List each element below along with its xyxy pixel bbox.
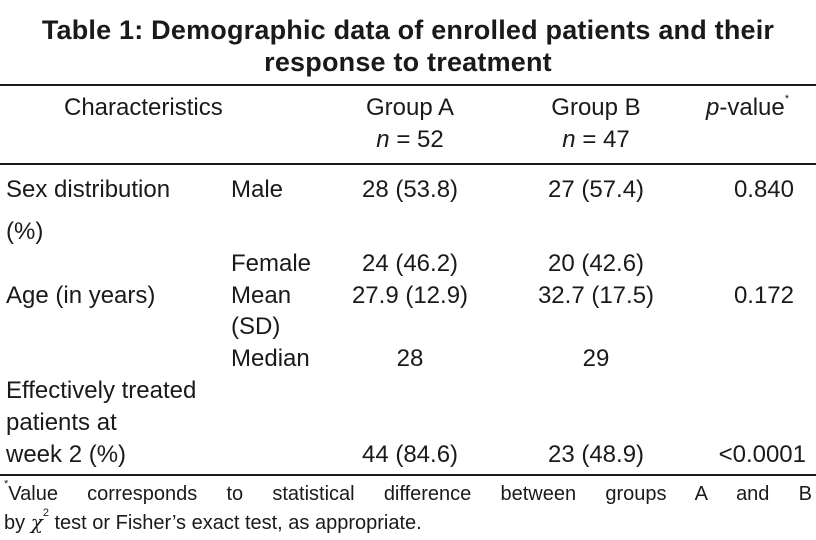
cell-effective-group-a: 44 (84.6) [361,441,459,468]
sub-label-mean-1: Mean [231,282,292,309]
n-symbol: n [562,126,576,153]
header-group-b-label: Group B [551,94,641,121]
table-title-line-1: Table 1: Demographic data of enrolled pa… [41,15,775,45]
sub-label-female: Female [231,250,312,277]
chi-symbol: χ [30,510,43,534]
cell-median-group-a: 28 [396,345,424,372]
n-symbol: n [376,126,390,153]
bottom-rule [0,474,816,476]
row-label-effective-1: Effectively treated [6,377,197,404]
cell-mean-group-b: 32.7 (17.5) [537,282,655,309]
cell-male-group-a: 28 (53.8) [361,176,459,203]
footnote-by: by [4,512,26,534]
header-group-a: Group A n = 52 [330,92,490,156]
p-value-text: -value [719,94,785,121]
table-title-line-2: response to treatment [264,47,552,77]
top-rule [0,84,816,86]
header-group-a-n: n = 52 [330,124,490,156]
row-label-effective-2: patients at [6,409,117,436]
n-value: = 47 [582,126,630,153]
row-label-age: Age (in years) [6,282,156,309]
chi-superscript: 2 [42,508,49,519]
sub-label-male: Male [231,176,284,203]
header-p-value: p-value* [706,92,789,124]
footnote-text-1: Value corresponds to statistical differe… [8,483,812,505]
cell-female-group-a: 24 (46.2) [361,250,459,277]
header-group-a-label: Group A [365,94,455,121]
cell-median-group-b: 29 [582,345,610,372]
cell-sex-p-value: 0.840 [733,176,794,203]
cell-effective-group-b: 23 (48.9) [547,441,645,468]
cell-female-group-b: 20 (42.6) [547,250,645,277]
cell-mean-group-a: 27.9 (12.9) [351,282,469,309]
header-group-b-n: n = 47 [516,124,676,156]
header-group-b: Group B n = 47 [516,92,676,156]
footnote-mark: * [4,480,9,490]
footnote-text-2: test or Fisher’s exact test, as appropri… [54,512,422,534]
sub-label-median: Median [231,345,310,372]
row-label-effective-3: week 2 (%) [6,441,127,468]
cell-effective-p-value: <0.0001 [718,441,806,468]
p-value-footnote-mark: * [784,93,790,105]
row-label-sex-1: Sex distribution [6,176,171,203]
sub-label-mean-2: (SD) [231,313,281,340]
row-label-sex-2: (%) [6,218,44,245]
footnote-line-1: *Value corresponds to statistical differ… [4,480,812,508]
cell-male-group-b: 27 (57.4) [547,176,645,203]
p-symbol: p [706,94,720,121]
cell-age-p-value: 0.172 [733,282,794,309]
table-title: Table 1: Demographic data of enrolled pa… [0,14,816,78]
header-characteristics: Characteristics [64,94,223,121]
n-value: = 52 [396,126,444,153]
footnote-line-2: by χ2 test or Fisher’s exact test, as ap… [4,508,812,537]
header-rule [0,163,816,165]
